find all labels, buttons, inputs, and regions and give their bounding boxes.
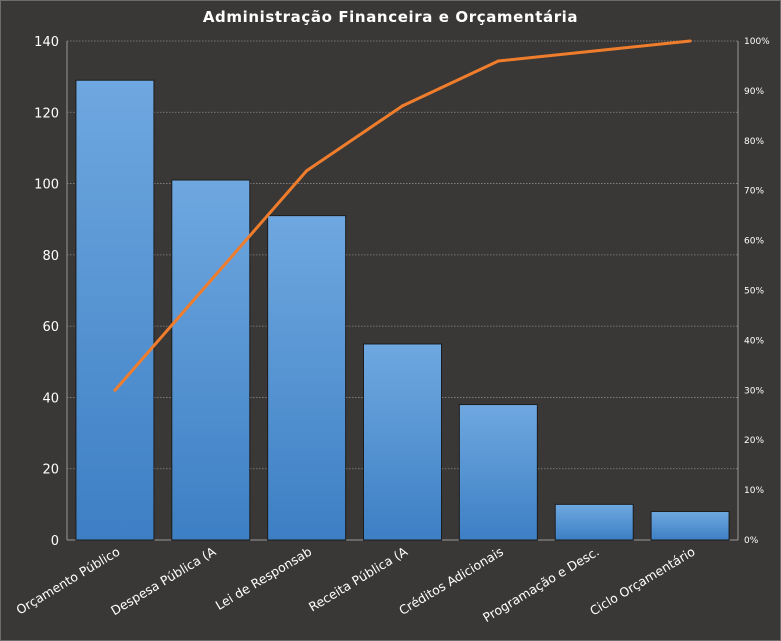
x-tick-label-0: Orçamento Público [13,544,122,618]
cumulative-point-2 [305,169,309,173]
y-left-tick-label-5: 100 [34,178,59,193]
y-right-tick-label-4: 40% [744,336,764,346]
bar-1[interactable] [171,179,251,541]
y-left-tick-label-2: 40 [42,391,59,406]
y-right-tick-label-3: 30% [744,386,764,396]
bar-3[interactable] [363,343,442,541]
y-left-tick-label-6: 120 [34,106,59,121]
y-right-tick-label-2: 20% [744,436,764,446]
bar-5[interactable] [554,503,634,541]
y-right-tick-label-1: 10% [744,486,764,496]
x-tick-label-3: Receita Pública (A [306,543,410,614]
y-left-tick-label-3: 60 [42,320,59,335]
y-right-tick-label-10: 100% [744,37,770,47]
y-left-tick-label-4: 80 [42,249,59,264]
cumulative-point-4 [496,59,500,63]
y-right-tick-label-8: 80% [744,137,764,147]
y-right-tick-label-9: 90% [744,87,764,97]
chart-title: Administração Financeira e Orçamentária [202,8,579,26]
y-right-tick-label-5: 50% [744,287,764,297]
y-right-tick-label-6: 60% [744,237,764,247]
y-right-tick-label-7: 70% [744,187,764,197]
y-left-tick-label-0: 0 [51,534,59,549]
cumulative-point-5 [592,49,596,53]
bar-4[interactable] [458,404,538,541]
bar-0[interactable] [75,79,155,541]
bar-2[interactable] [267,215,347,541]
x-tick-label-2: Lei de Responsab [213,544,315,613]
bar-6[interactable] [650,510,730,541]
y-left-tick-label-7: 140 [34,35,59,50]
cumulative-point-0 [113,388,117,392]
y-left-tick-label-1: 20 [42,463,59,478]
cumulative-point-1 [209,279,213,283]
x-tick-label-1: Despesa Pública (A [108,543,219,618]
cumulative-point-6 [688,39,692,43]
x-tick-label-6: Ciclo Orçamentário [587,544,698,619]
cumulative-point-3 [401,104,404,108]
y-right-tick-label-0: 0% [744,536,759,546]
